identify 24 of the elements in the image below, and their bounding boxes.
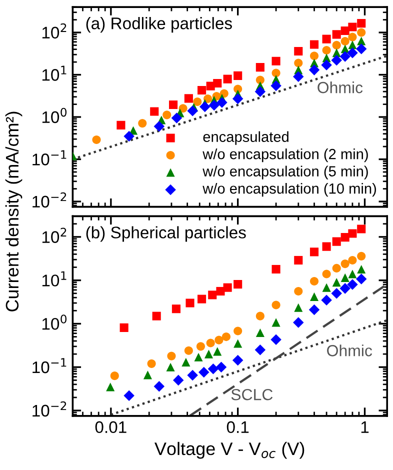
legend-label: w/o encapsulation (10 min) (202, 182, 376, 197)
y-tick-label: 10$^{−2}$ (32, 401, 66, 417)
legend-label: w/o encapsulation (5 min) (202, 166, 368, 180)
y-tick-label: 10$^{−2}$ (32, 192, 66, 208)
x-tick-label: 0.01 (95, 421, 126, 434)
annotation: Ohmic (327, 344, 372, 356)
annotation: SCLC (231, 388, 273, 400)
x-tick-label: 1 (361, 421, 369, 433)
text: (a) Rodlike particles (86, 17, 232, 33)
y-axis-title: Current density (mA/cm²) (5, 112, 22, 312)
legend-label: w/o encapsulation (2 min) (202, 148, 368, 162)
y-tick-label: 10$^{1}$ (42, 271, 66, 286)
y-tick-label: 10$^{1}$ (42, 66, 66, 81)
y-tick-label: 10$^{2}$ (42, 23, 66, 39)
y-tick-label: 10$^{−1}$ (32, 358, 66, 374)
y-tick-label: 10$^{0}$ (42, 314, 67, 330)
y-tick-label: 10$^{0}$ (42, 108, 67, 124)
y-tick-label: 10$^{−1}$ (32, 150, 66, 166)
x-axis-title: Voltage V - V$_{oc}$ (V) (154, 442, 304, 459)
legend-label: encapsulated (203, 131, 288, 145)
annotation: Ohmic (318, 82, 363, 94)
x-tick-label: 0.1 (226, 421, 249, 434)
text: (b) Spherical particles (86, 226, 246, 242)
y-tick-label: 10$^{2}$ (42, 228, 66, 243)
